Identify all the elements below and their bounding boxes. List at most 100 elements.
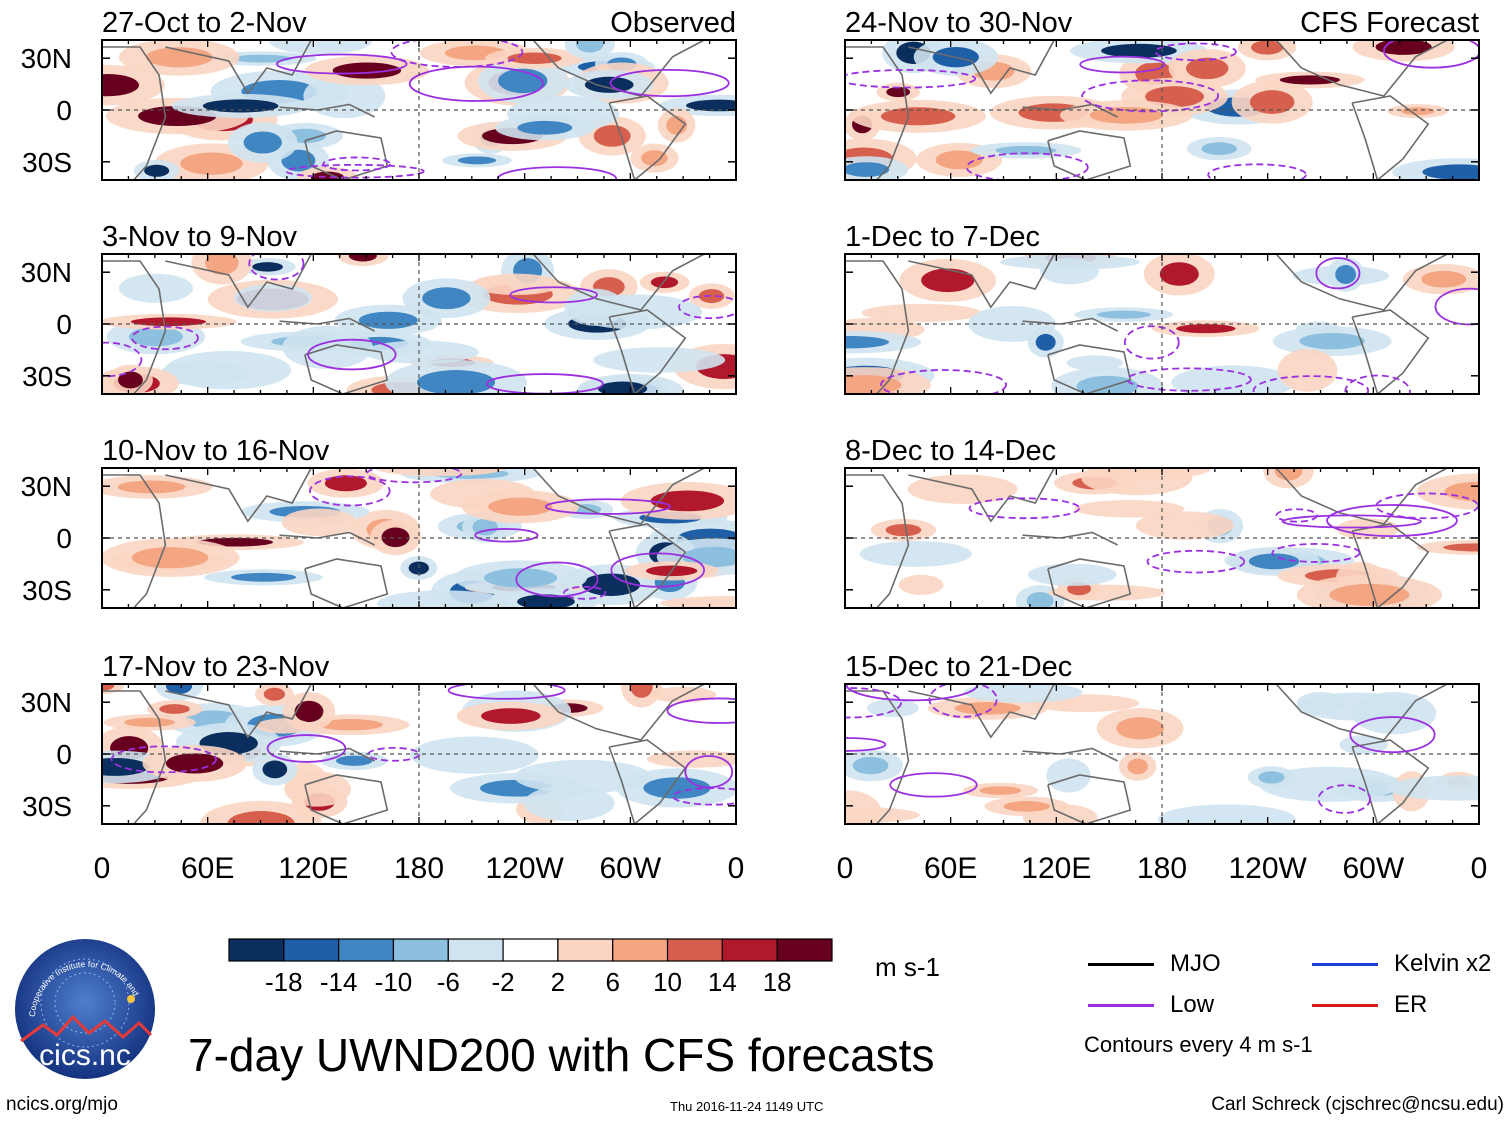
anomaly-core bbox=[165, 684, 193, 694]
anomaly-core bbox=[165, 753, 224, 774]
anomaly-blob bbox=[377, 590, 511, 608]
contour-line bbox=[1123, 325, 1180, 360]
coastlines bbox=[102, 684, 705, 824]
coastline-path bbox=[1047, 774, 1132, 824]
coastline-path bbox=[1275, 40, 1448, 97]
anomaly-core bbox=[1443, 543, 1479, 552]
wind-anomaly-shading bbox=[102, 468, 736, 608]
anomaly-blob bbox=[1074, 500, 1185, 518]
anomaly-core bbox=[921, 268, 975, 293]
coastline-path bbox=[1047, 344, 1132, 394]
anomaly-core bbox=[1279, 75, 1341, 85]
column-header: CFS Forecast bbox=[1300, 7, 1479, 39]
footer-site-link[interactable]: ncics.org/mjo bbox=[6, 1094, 118, 1115]
anomaly-blob bbox=[593, 347, 726, 373]
legend-item-kelvin: Kelvin x2 bbox=[1312, 950, 1491, 978]
anomaly-blob bbox=[472, 273, 562, 296]
x-tick-label: 180 bbox=[1137, 852, 1187, 885]
legend-label-low: Low bbox=[1170, 991, 1215, 1018]
footer-timestamp: Thu 2016-11-24 1149 UTC bbox=[670, 1099, 824, 1114]
contour-line bbox=[102, 341, 143, 378]
contour-line bbox=[110, 745, 218, 774]
coastline-path bbox=[845, 260, 910, 394]
anomaly-core bbox=[995, 145, 1057, 155]
contour-line bbox=[1281, 514, 1422, 529]
colorbar-swatch bbox=[666, 938, 723, 962]
legend-line-er bbox=[1312, 1003, 1378, 1007]
coastline-path bbox=[845, 46, 910, 180]
anomaly-blob bbox=[281, 508, 358, 537]
coastline-path bbox=[1275, 468, 1448, 525]
anomaly-core bbox=[1421, 270, 1467, 288]
legend-label-mjo: MJO bbox=[1170, 950, 1221, 977]
low-contours bbox=[309, 468, 705, 600]
map-panel-2: 30N 0 30S 3-Nov to 9-Nov bbox=[21, 221, 737, 395]
anomaly-core bbox=[231, 54, 292, 63]
anomaly-blob bbox=[284, 771, 351, 807]
contour-line bbox=[880, 369, 1007, 394]
contour-line bbox=[610, 552, 705, 588]
colorbar-tick-label: 10 bbox=[653, 967, 682, 997]
contour-line bbox=[131, 325, 199, 351]
anomaly-core bbox=[263, 687, 286, 701]
anomaly-core bbox=[335, 755, 373, 766]
contour-line bbox=[845, 69, 977, 89]
contour-line bbox=[1252, 375, 1370, 394]
coastline-path bbox=[608, 309, 687, 394]
contour-line bbox=[509, 286, 598, 304]
contour-line bbox=[1326, 504, 1458, 537]
anomaly-core bbox=[381, 527, 410, 548]
legend-label-kelvin: Kelvin x2 bbox=[1394, 950, 1492, 977]
anomaly-blob bbox=[861, 303, 983, 322]
anomaly-blob bbox=[898, 574, 944, 595]
coastline-path bbox=[279, 103, 375, 118]
panel-period-title: 3-Nov to 9-Nov bbox=[102, 221, 298, 253]
contour-line bbox=[515, 561, 599, 598]
coastline-path bbox=[279, 747, 375, 762]
contour-line bbox=[447, 684, 566, 700]
contour-line bbox=[365, 468, 463, 484]
panel-period-title: 15-Dec to 21-Dec bbox=[845, 651, 1072, 683]
anomaly-core bbox=[845, 336, 889, 349]
legend-line-kelvin bbox=[1312, 962, 1378, 966]
colorbar-swatch bbox=[228, 938, 285, 962]
contour-legend: MJO Kelvin x2 Low ER Contours every 4 m … bbox=[1084, 950, 1504, 1060]
y-tick-label: 30N bbox=[21, 43, 72, 74]
coastline-path bbox=[845, 474, 910, 608]
anomaly-core bbox=[488, 497, 553, 516]
anomaly-blob bbox=[907, 474, 1018, 504]
panel-period-title: 27-Oct to 2-Nov bbox=[102, 7, 307, 39]
anomaly-blob bbox=[233, 283, 312, 312]
anomaly-core bbox=[472, 518, 498, 536]
coastline-path bbox=[908, 254, 1055, 309]
contour-line bbox=[1271, 543, 1361, 563]
x-tick-label: 60W bbox=[599, 852, 661, 885]
panel-period-title: 1-Dec to 7-Dec bbox=[845, 221, 1040, 253]
coastline-path bbox=[304, 774, 389, 824]
coastline-path bbox=[908, 468, 1055, 523]
y-tick-label: 30N bbox=[21, 257, 72, 288]
coastline-path bbox=[279, 531, 375, 546]
contour-line bbox=[1126, 367, 1252, 392]
anomaly-core bbox=[630, 684, 653, 698]
anomaly-core bbox=[159, 704, 190, 714]
y-tick-label: 30S bbox=[22, 791, 72, 822]
anomaly-core bbox=[128, 327, 184, 347]
anomaly-core bbox=[1299, 333, 1365, 350]
y-tick-label: 30N bbox=[21, 471, 72, 502]
coastline-path bbox=[102, 474, 167, 608]
contour-line bbox=[285, 163, 425, 179]
legend-item-er: ER bbox=[1312, 991, 1427, 1019]
map-panel-1: 30N 0 30S 27-Oct to 2-Nov Observed bbox=[21, 7, 737, 181]
anomaly-core bbox=[422, 287, 471, 310]
anomaly-core bbox=[1127, 758, 1148, 775]
coastline-path bbox=[532, 468, 705, 525]
coastline-path bbox=[1022, 103, 1118, 118]
anomaly-core bbox=[517, 594, 575, 608]
coastline-path bbox=[165, 254, 312, 309]
low-contours bbox=[110, 684, 736, 806]
anomaly-core bbox=[1035, 333, 1056, 351]
coastlines bbox=[102, 254, 705, 394]
footer-author: Carl Schreck (cjschrec@ncsu.edu) bbox=[1211, 1094, 1504, 1115]
map-panel-8: 15-Dec to 21-Dec 0 60E 120E 180 120W 60W 0 bbox=[837, 651, 1488, 885]
